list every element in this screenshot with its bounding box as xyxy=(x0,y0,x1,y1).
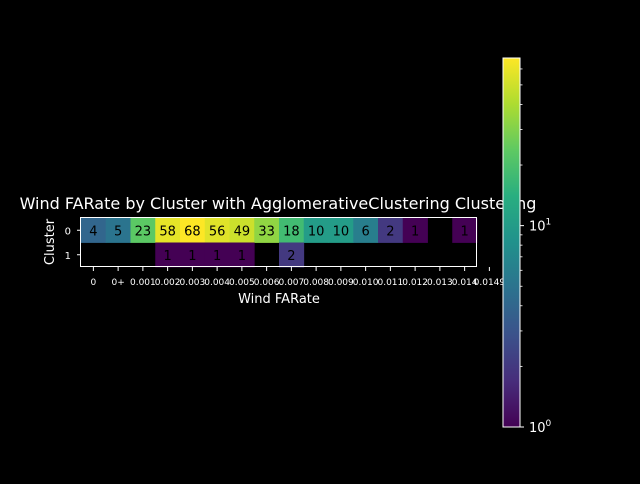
x-tick-label: 0.011 xyxy=(377,278,403,288)
x-tick-label: 0.010 xyxy=(353,278,379,288)
x-tick-label: 0.002 xyxy=(155,278,181,288)
cell-value-label: 68 xyxy=(184,224,201,239)
colorbar-ticks: 100 101 xyxy=(520,68,552,436)
x-tick-label: 0.009 xyxy=(328,278,354,288)
cell-value-label: 23 xyxy=(135,224,152,239)
x-tick-label: 0.013 xyxy=(427,278,453,288)
heatmap-cell xyxy=(130,218,156,243)
cell-value-label: 1 xyxy=(460,224,468,239)
x-tick-label: 0.003 xyxy=(179,278,205,288)
heatmap-cell xyxy=(452,218,478,243)
heatmap-cell xyxy=(180,218,206,243)
heatmap-cell xyxy=(378,218,404,243)
y-tick-label: 0 xyxy=(65,226,71,237)
heatmap-cell xyxy=(328,218,354,243)
heatmap-cell xyxy=(155,218,181,243)
cell-value-label: 4 xyxy=(89,224,97,239)
cell-value-label: 1 xyxy=(238,249,246,264)
chart-title: Wind FARate by Cluster with Agglomerativ… xyxy=(20,194,537,213)
cell-value-label: 49 xyxy=(234,224,251,239)
x-tick-label: 0.0149 xyxy=(474,278,506,288)
x-tick-label: 0.008 xyxy=(303,278,329,288)
y-axis-ticks: 01 xyxy=(65,226,81,262)
cell-value-label: 5 xyxy=(114,224,122,239)
x-tick-label: 0.005 xyxy=(229,278,255,288)
cell-value-label: 58 xyxy=(159,224,176,239)
heatmap-cell-labels: 4 5 23 58 68 56 49 33 18 10 10 6 2 1 1 1 1 1 1 2 xyxy=(89,224,469,264)
cell-value-label: 2 xyxy=(386,224,394,239)
x-tick-label: 0.014 xyxy=(452,278,478,288)
cell-value-label: 1 xyxy=(188,249,196,264)
heatmap-cells xyxy=(81,218,478,268)
x-tick-label: 0 xyxy=(91,278,97,288)
x-tick-label: 0.004 xyxy=(204,278,230,288)
plot-frame xyxy=(80,217,477,267)
x-axis-ticks: 0 0+ 0.0010.0020.0030.0040.0050.0060.0070.… xyxy=(91,267,506,288)
x-tick-label: 0.012 xyxy=(402,278,428,288)
x-tick-label: 0.001 xyxy=(130,278,156,288)
heatmap-cell xyxy=(279,242,305,268)
heatmap-cell xyxy=(254,218,280,243)
colorbar-tick-label: 100 xyxy=(529,419,552,436)
x-tick-label: 0+ xyxy=(111,278,124,288)
colorbar-tick-label: 101 xyxy=(529,218,551,235)
y-tick-label: 1 xyxy=(65,251,71,262)
heatmap-cell xyxy=(180,242,206,268)
cell-value-label: 10 xyxy=(308,224,325,239)
x-tick-label: 0.006 xyxy=(254,278,280,288)
heatmap-cell xyxy=(303,218,329,243)
cell-value-label: 1 xyxy=(411,224,419,239)
cell-value-label: 1 xyxy=(213,249,221,264)
heatmap-cell xyxy=(279,218,305,243)
cell-value-label: 1 xyxy=(163,249,171,264)
heatmap-cell xyxy=(353,218,379,243)
heatmap-cell xyxy=(81,218,107,243)
heatmap-cell xyxy=(204,218,230,243)
cell-value-label: 10 xyxy=(333,224,350,239)
x-tick-label: 0.007 xyxy=(278,278,304,288)
cell-value-label: 33 xyxy=(258,224,275,239)
heatmap-cell xyxy=(105,218,131,243)
heatmap-cell xyxy=(402,218,428,243)
cell-value-label: 6 xyxy=(361,224,369,239)
colorbar xyxy=(502,57,521,428)
heatmap-cell xyxy=(155,242,181,268)
cell-value-label: 2 xyxy=(287,249,295,264)
x-axis-label: Wind FARate xyxy=(238,292,320,307)
cell-value-label: 56 xyxy=(209,224,226,239)
heatmap-cell xyxy=(229,242,255,268)
cell-value-label: 18 xyxy=(283,224,300,239)
y-axis-label: Cluster xyxy=(43,218,58,265)
heatmap-cell xyxy=(204,242,230,268)
heatmap-cell xyxy=(229,218,255,243)
